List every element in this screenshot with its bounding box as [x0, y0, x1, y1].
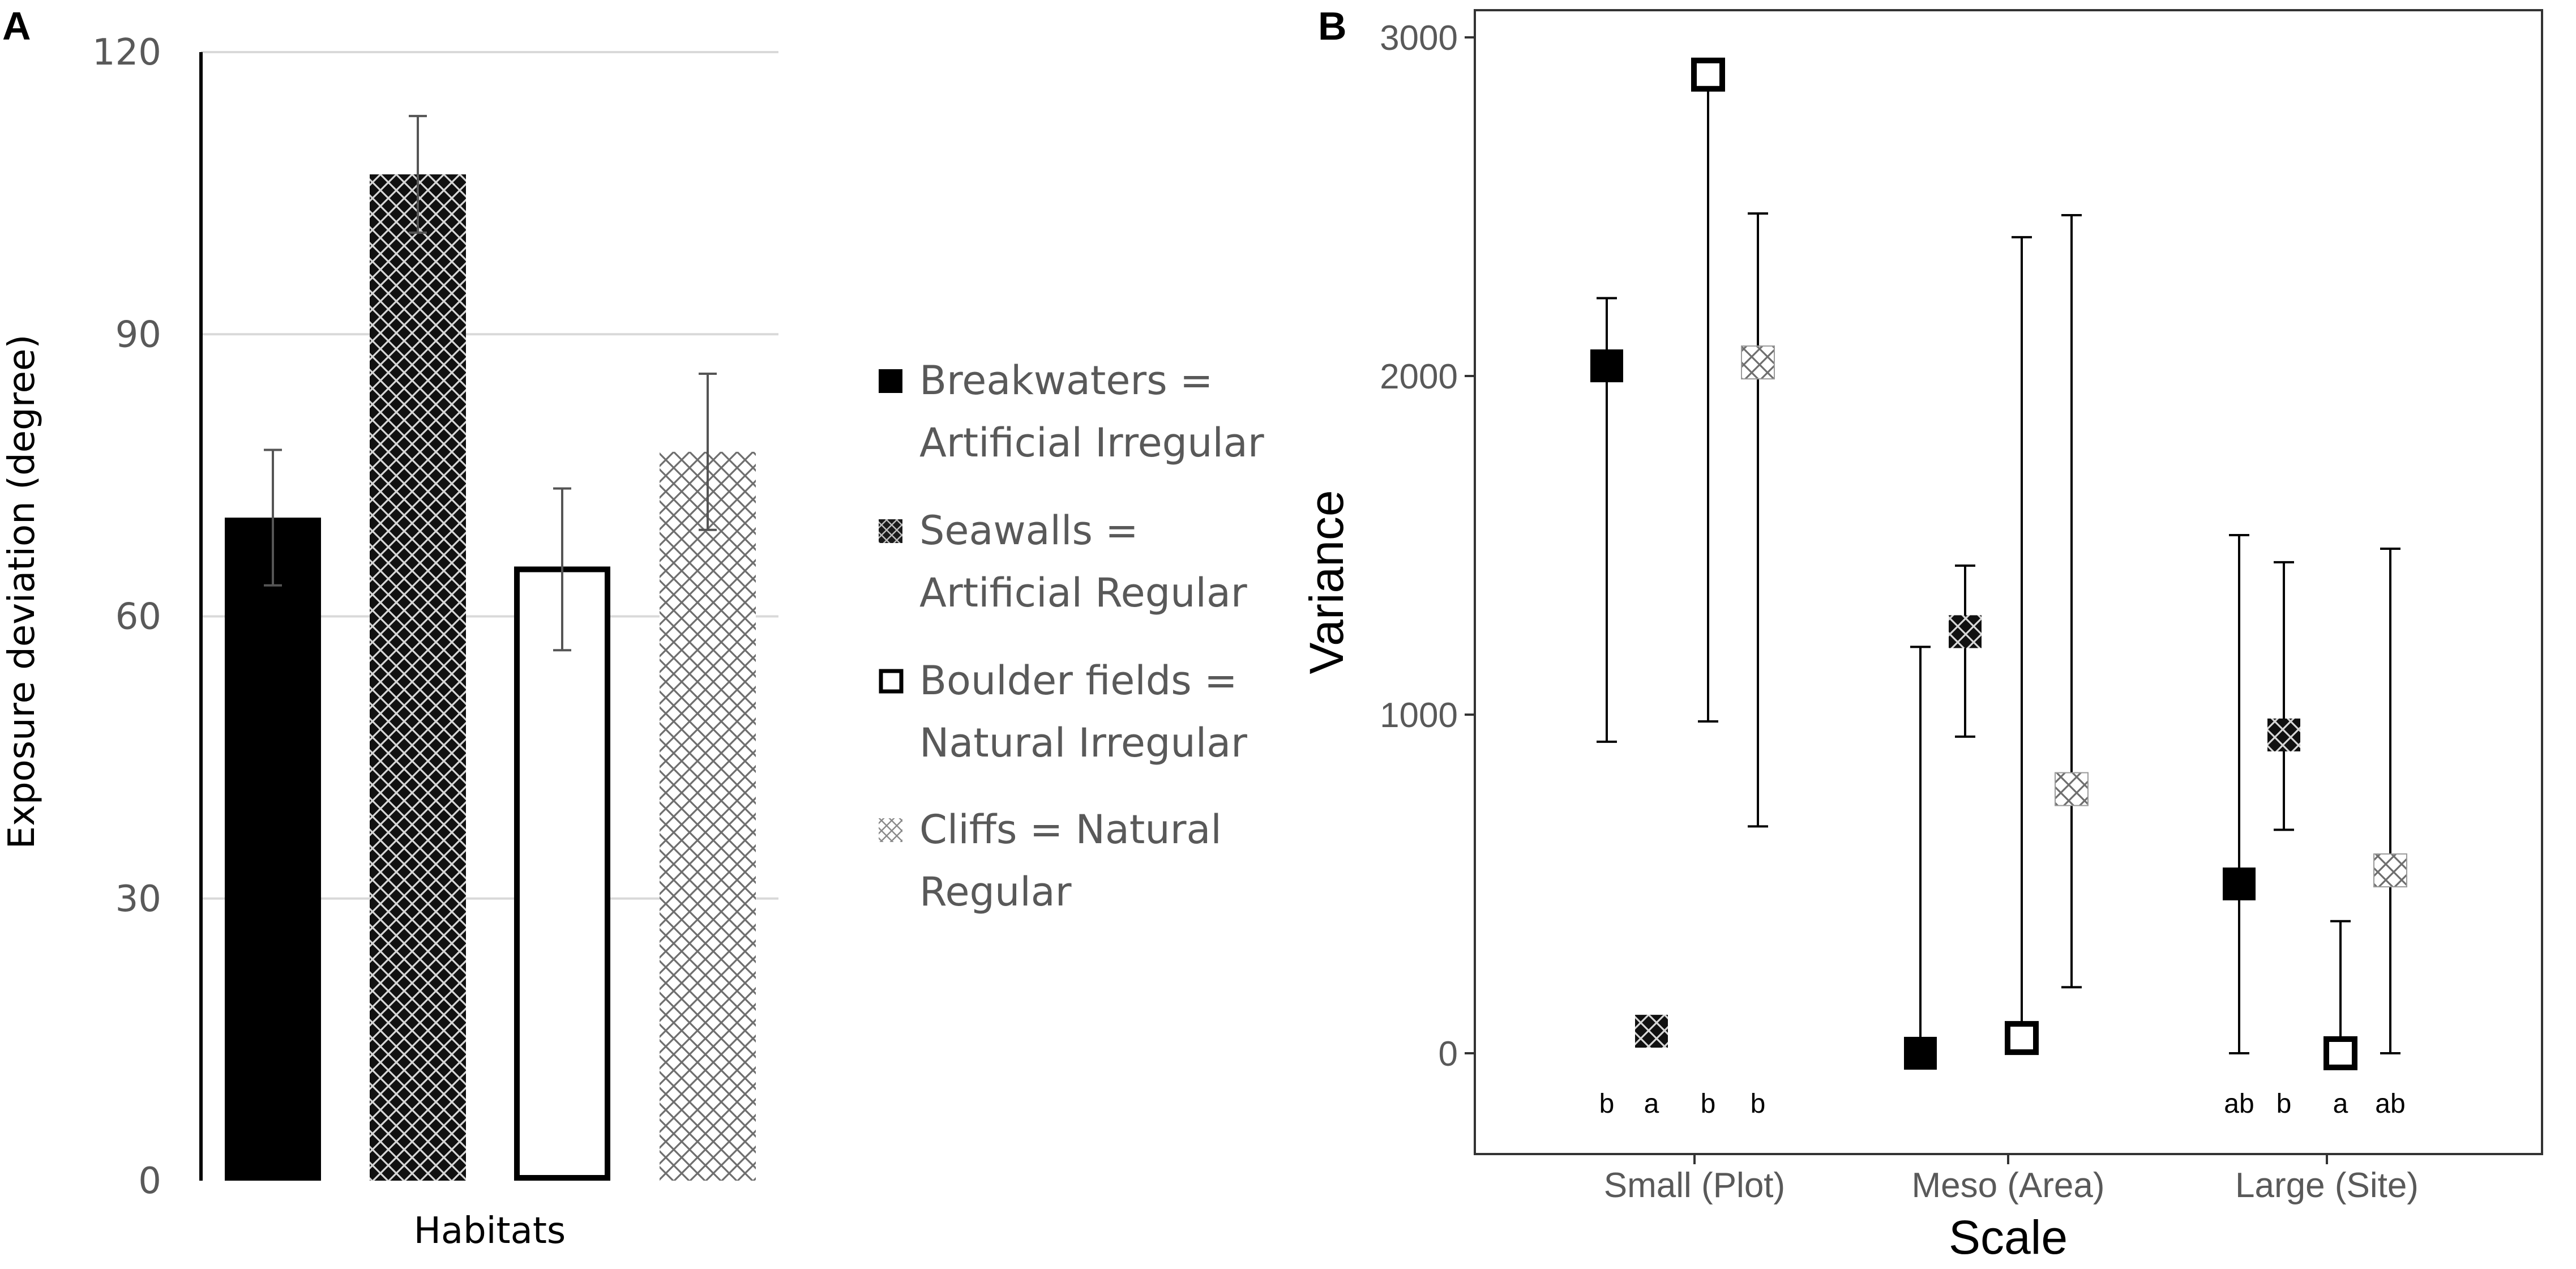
error-bar-breakwaters — [264, 448, 282, 587]
legend-text-breakwaters-line2: Artificial Irregular — [919, 420, 1264, 466]
legend-text-cliffs-line1: Cliffs = Natural — [919, 806, 1222, 853]
legend-item-breakwaters: Breakwaters = Artificial Irregular — [879, 357, 1264, 466]
point-breakwaters-large-site — [2223, 868, 2256, 900]
point-cliffs-large-site — [2373, 853, 2407, 888]
panel-b-y-tick-label-1000: 1000 — [1380, 696, 1458, 735]
bar-boulder-fields — [514, 566, 610, 1181]
legend-item-cliffs: Cliffs = Natural Regular — [879, 806, 1222, 915]
legend-swatch-breakwaters — [879, 369, 902, 393]
letter-large-site-3: ab — [2375, 1089, 2405, 1119]
legend-swatch-seawalls — [879, 519, 902, 543]
error-bar-breakwaters-large-site — [2229, 534, 2249, 1054]
letter-large-site-2: a — [2333, 1089, 2348, 1119]
point-boulder-fields-large-site — [2323, 1036, 2357, 1070]
letter-small-plot-2: b — [1701, 1089, 1716, 1119]
error-bar-cliffs-meso-area — [2061, 213, 2082, 989]
point-boulder-fields-small-plot — [1691, 57, 1725, 92]
panel-b-plot-frame — [1474, 9, 2543, 1155]
error-bar-seawalls-large-site — [2274, 561, 2294, 831]
panel-b-x-tick-label-small-plot: Small (Plot) — [1604, 1166, 1785, 1205]
point-seawalls-meso-area — [1949, 615, 1982, 648]
panel-b-y-tick-label-0: 0 — [1439, 1035, 1458, 1074]
panel-a-y-axis-label: Exposure deviation (degree) — [1, 335, 43, 849]
error-bar-seawalls — [409, 114, 427, 234]
legend-text-seawalls-line2: Artificial Regular — [919, 570, 1247, 616]
panel-a-y-tick-label-30: 30 — [115, 878, 161, 920]
legend-swatch-cliffs — [879, 818, 902, 842]
panel-a-y-tick-labels: 0 30 60 90 120 — [92, 32, 161, 1202]
legend-text-breakwaters-line1: Breakwaters = — [919, 357, 1213, 404]
bar-breakwaters — [225, 518, 321, 1181]
letter-large-site-1: b — [2277, 1089, 2292, 1119]
legend-text-seawalls-line1: Seawalls = — [919, 507, 1139, 554]
panel-b-x-tick-label-large-site: Large (Site) — [2235, 1166, 2419, 1205]
error-bar-cliffs — [699, 373, 717, 531]
panel-b-points — [1590, 57, 2407, 1070]
panel-b: B 0 1000 2000 3000 Small (Plot) Meso (Area) L… — [1300, 4, 2543, 1264]
letter-small-plot-3: b — [1751, 1089, 1766, 1119]
legend: Breakwaters = Artificial Irregular Seawa… — [879, 357, 1264, 915]
error-bar-boulder-fields — [553, 487, 571, 652]
point-seawalls-small-plot — [1635, 1015, 1668, 1048]
panel-b-x-tick-label-meso-area: Meso (Area) — [1911, 1166, 2104, 1205]
bar-cliffs — [660, 451, 756, 1181]
panel-b-significance-letters: b a b b ab b a ab — [1599, 1089, 2406, 1119]
panel-b-y-axis-label: Variance — [1300, 490, 1353, 674]
error-bar-cliffs-small-plot — [1748, 212, 1768, 828]
panel-a-y-tick-label-0: 0 — [138, 1160, 161, 1202]
legend-item-boulder-fields: Boulder fields = Natural Irregular — [879, 657, 1247, 766]
letter-small-plot-0: b — [1599, 1089, 1615, 1119]
panel-a-y-tick-label-60: 60 — [115, 596, 161, 638]
error-bar-breakwaters-meso-area — [1910, 646, 1931, 1054]
panel-b-y-ticks: 0 1000 2000 3000 — [1380, 19, 1475, 1074]
bar-seawalls — [370, 174, 466, 1181]
panel-a-x-axis-label: Habitats — [414, 1210, 566, 1252]
point-breakwaters-small-plot — [1590, 349, 1623, 383]
panel-b-x-axis-label: Scale — [1949, 1211, 2068, 1264]
point-seawalls-large-site — [2267, 718, 2300, 751]
panel-b-y-tick-label-3000: 3000 — [1380, 19, 1458, 58]
point-breakwaters-meso-area — [1904, 1037, 1937, 1070]
legend-item-seawalls: Seawalls = Artificial Regular — [879, 507, 1247, 616]
error-bar-boulder-fields-small-plot — [1698, 73, 1718, 723]
legend-swatch-boulder-fields — [879, 669, 904, 694]
panel-a-error-bars — [264, 114, 717, 652]
panel-a-y-tick-label-120: 120 — [92, 32, 161, 74]
legend-text-cliffs-line2: Regular — [919, 869, 1072, 915]
panel-b-error-bars — [1597, 73, 2400, 1054]
panel-b-y-tick-label-2000: 2000 — [1380, 357, 1458, 396]
point-boulder-fields-meso-area — [2005, 1021, 2039, 1056]
panel-a-y-tick-label-90: 90 — [115, 314, 161, 356]
legend-text-boulder-fields-line2: Natural Irregular — [919, 720, 1247, 766]
panel-a-label: A — [2, 4, 31, 48]
panel-a: A 0 30 60 90 120 Exposure deviation (degree)… — [1, 4, 778, 1252]
panel-a-bars — [225, 174, 756, 1181]
point-cliffs-small-plot — [1741, 345, 1775, 380]
error-bar-seawalls-meso-area — [1955, 564, 1975, 738]
legend-text-boulder-fields-line1: Boulder fields = — [919, 657, 1238, 704]
letter-large-site-0: ab — [2224, 1089, 2254, 1119]
panel-b-label: B — [1318, 4, 1347, 48]
point-cliffs-meso-area — [2055, 772, 2089, 806]
panel-b-x-ticks: Small (Plot) Meso (Area) Large (Site) — [1604, 1154, 2419, 1205]
error-bar-cliffs-large-site — [2380, 547, 2400, 1054]
letter-small-plot-1: a — [1644, 1089, 1659, 1119]
error-bar-boulder-fields-meso-area — [2012, 236, 2032, 1054]
error-bar-boulder-fields-large-site — [2330, 920, 2351, 1054]
